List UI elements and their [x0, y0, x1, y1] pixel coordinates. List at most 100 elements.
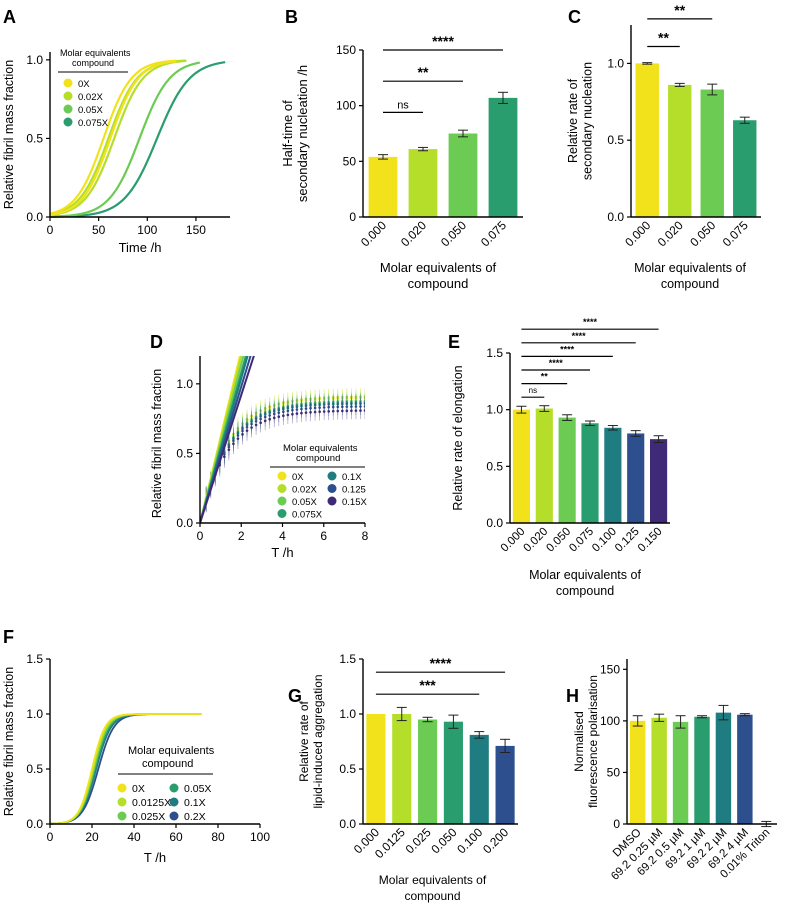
legend-title: compound [296, 453, 340, 464]
data-point [268, 405, 272, 408]
legend-label: 0.1X [342, 472, 362, 483]
legend-label: 0.2X [184, 811, 206, 823]
legend-label: 0X [132, 783, 145, 795]
series-line [49, 59, 187, 217]
y-axis-title-line: Relative rate of elongation [451, 365, 465, 510]
x-tick-label: 0.075 [720, 218, 751, 249]
y-axis-title-line: fluorescence polarisation [586, 675, 600, 808]
data-point [254, 423, 258, 427]
data-point [291, 406, 294, 409]
x-axis-title: Molar equivalents of [380, 260, 497, 275]
legend-label: 0.15X [342, 497, 367, 508]
data-point [318, 403, 321, 407]
y-axis-title-line: Relative rate of [297, 700, 311, 781]
significance-label: **** [549, 358, 564, 368]
data-point [223, 453, 226, 456]
data-point [223, 455, 226, 459]
bar [469, 734, 489, 824]
data-point [268, 414, 272, 417]
x-tick-label: 0.020 [398, 218, 429, 249]
data-point [250, 420, 253, 423]
y-tick-label: 100 [336, 99, 356, 113]
significance-label: *** [419, 677, 436, 693]
data-point [227, 448, 231, 452]
legend-title: compound [72, 58, 114, 68]
data-point [363, 405, 365, 408]
data-point [250, 422, 253, 426]
data-point [354, 395, 358, 399]
data-point [304, 397, 308, 401]
legend-swatch [277, 496, 287, 506]
data-point [232, 437, 235, 441]
data-point [232, 439, 235, 443]
chart-panel-D: 0 2 4 6 8 0.0 0.5 1.0 Relative fibril mass fract… [150, 356, 369, 560]
data-point [327, 396, 331, 399]
data-point [295, 408, 299, 411]
y-axis-title-line: Relative fibril mass fraction [150, 369, 164, 518]
data-point [291, 399, 294, 403]
panel-label-B: B [285, 7, 298, 27]
significance-label: ns [529, 386, 537, 395]
data-point [268, 411, 272, 415]
bar [715, 712, 732, 824]
bar [700, 89, 724, 217]
y-tick-label: 100 [600, 714, 620, 728]
data-point [322, 403, 326, 406]
y-tick-label: 0.5 [26, 131, 43, 145]
data-point [250, 414, 253, 418]
data-point [313, 396, 317, 400]
panel-label-E: E [448, 332, 460, 352]
y-axis-title-line: Relative fibril mass fraction [2, 60, 16, 209]
bar [488, 97, 518, 217]
chart-panel-F: 0 20 40 60 80 100 0.0 0.5 1.0 1.5 Relative fibril … [2, 652, 270, 865]
x-tick-label: 0.000 [499, 526, 528, 555]
data-point [359, 395, 362, 399]
legend-label: 0.0125X [132, 797, 171, 809]
data-point [277, 411, 281, 415]
y-axis-title: Normalisedfluorescence polarisation [572, 675, 600, 808]
data-point [268, 417, 272, 421]
data-point [263, 415, 267, 419]
data-point [259, 421, 262, 425]
data-point [363, 395, 365, 398]
data-point [227, 443, 231, 447]
data-point [282, 414, 285, 418]
x-tick-label: 0.050 [687, 218, 718, 249]
y-axis-title-line: Normalised [572, 711, 586, 772]
data-point [295, 398, 299, 402]
data-point [245, 429, 249, 432]
data-point [309, 397, 312, 400]
chart-panel-A: 0 50 100 150 0.0 0.5 1.0 Relative fibril mass f… [2, 48, 235, 255]
legend-label: 0.1X [184, 797, 206, 809]
series-line [49, 59, 177, 215]
data-point [300, 405, 303, 408]
legend-swatch [169, 797, 179, 807]
data-point [327, 405, 331, 409]
significance-label: **** [583, 317, 598, 327]
x-axis-title: compound [404, 889, 460, 903]
y-tick-label: 150 [600, 662, 620, 676]
data-point [254, 417, 258, 421]
data-point [341, 395, 344, 399]
bar [668, 84, 692, 218]
significance-label: ** [541, 372, 549, 382]
legend-swatch [327, 471, 337, 481]
legend-label: 0.075X [78, 118, 109, 129]
y-tick-label: 1.0 [486, 403, 503, 417]
data-point [350, 402, 353, 406]
bar [733, 120, 757, 217]
bar [448, 133, 478, 217]
panel-label-A: A [3, 7, 16, 27]
data-point [363, 409, 365, 412]
data-point [322, 406, 326, 409]
y-axis-title-line: secondary nucleation /h [295, 65, 310, 202]
data-point [227, 445, 231, 449]
legend-title: compound [142, 758, 193, 770]
x-tick-label: 8 [362, 529, 369, 543]
data-point [245, 423, 249, 427]
chart-panel-C: 0.0000.0200.0500.0750.00.51.0********Rel… [566, 2, 761, 291]
legend-title: Molar equivalents [128, 745, 215, 757]
data-point [341, 402, 344, 406]
bar [650, 439, 668, 523]
